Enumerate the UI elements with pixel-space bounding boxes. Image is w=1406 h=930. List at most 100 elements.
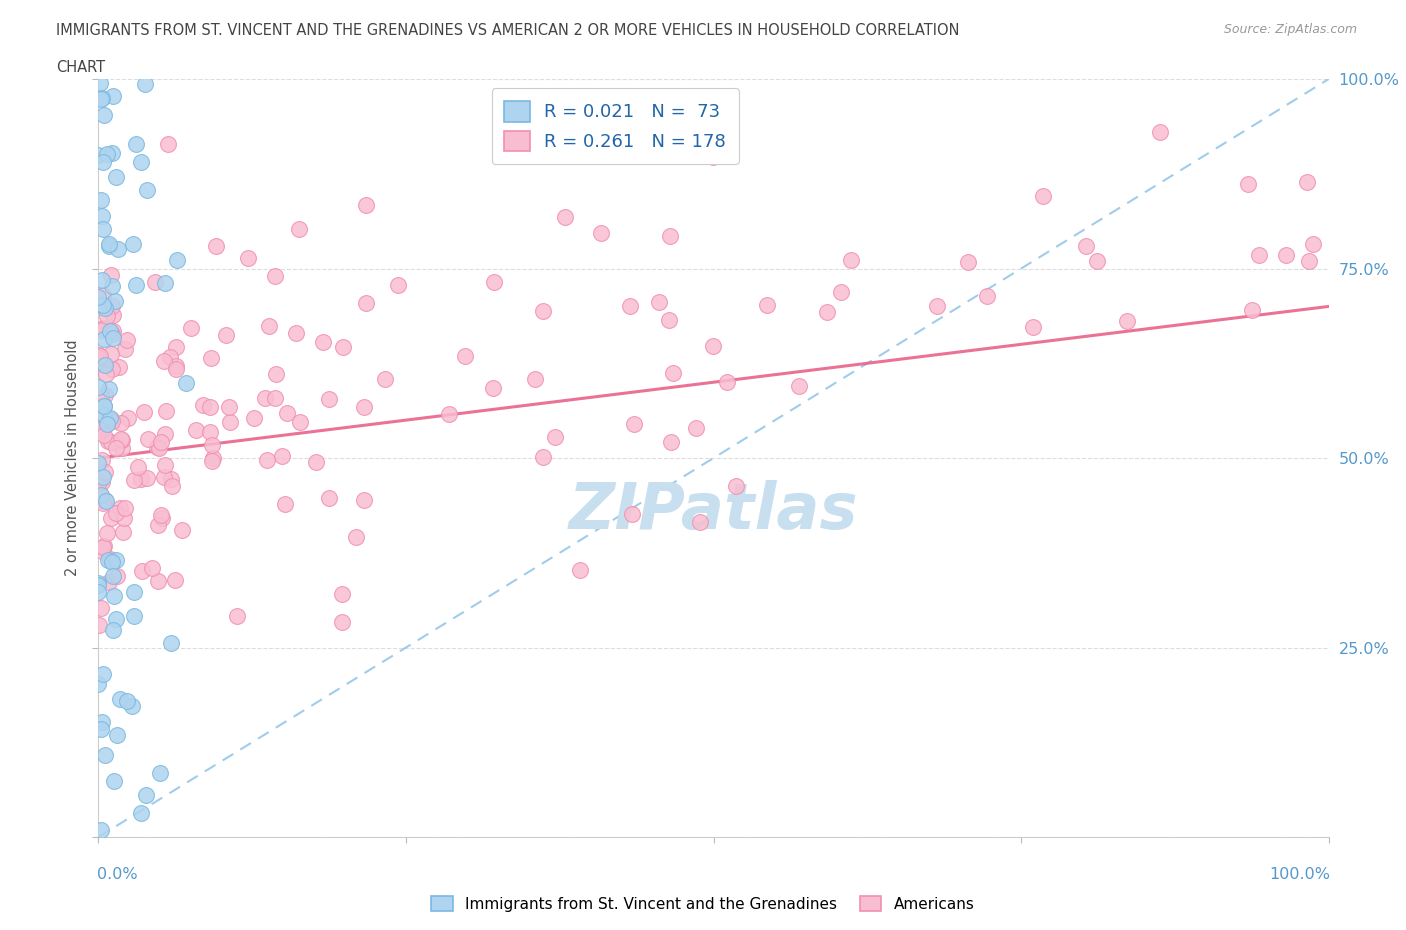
Point	[90, 193, 112, 207]
Point	[149, 765, 172, 780]
Point	[318, 392, 340, 406]
Text: Source: ZipAtlas.com: Source: ZipAtlas.com	[1223, 23, 1357, 36]
Text: IMMIGRANTS FROM ST. VINCENT AND THE GRENADINES VS AMERICAN 2 OR MORE VEHICLES IN: IMMIGRANTS FROM ST. VINCENT AND THE GREN…	[56, 23, 960, 38]
Point	[276, 405, 298, 420]
Point	[702, 150, 724, 165]
Point	[108, 500, 131, 515]
Point	[110, 416, 132, 431]
Point	[160, 636, 183, 651]
Point	[621, 506, 644, 521]
Point	[659, 228, 682, 243]
Point	[100, 146, 122, 161]
Point	[111, 525, 134, 539]
Point	[318, 491, 340, 506]
Point	[305, 455, 328, 470]
Point	[150, 511, 173, 525]
Point	[658, 312, 681, 327]
Point	[91, 540, 114, 555]
Point	[146, 439, 169, 454]
Point	[90, 722, 112, 737]
Point	[136, 432, 159, 446]
Point	[117, 410, 139, 425]
Point	[93, 427, 115, 442]
Point	[554, 209, 576, 224]
Point	[648, 294, 671, 309]
Point	[815, 305, 838, 320]
Point	[93, 331, 115, 346]
Point	[135, 788, 157, 803]
Point	[91, 496, 114, 511]
Point	[101, 362, 124, 377]
Point	[543, 430, 565, 445]
Point	[87, 379, 110, 394]
Point	[353, 492, 375, 507]
Point	[91, 91, 114, 106]
Point	[90, 822, 112, 837]
Point	[104, 506, 127, 521]
Point	[100, 299, 122, 313]
Point	[90, 92, 112, 107]
Point	[589, 226, 612, 241]
Point	[344, 529, 367, 544]
Point	[1032, 189, 1054, 204]
Point	[91, 154, 114, 169]
Point	[201, 454, 224, 469]
Point	[482, 274, 505, 289]
Y-axis label: 2 or more Vehicles in Household: 2 or more Vehicles in Household	[65, 339, 80, 577]
Point	[226, 609, 249, 624]
Point	[454, 348, 477, 363]
Point	[87, 290, 110, 305]
Point	[841, 252, 863, 267]
Point	[165, 572, 187, 587]
Point	[830, 285, 852, 299]
Point	[165, 359, 187, 374]
Point	[87, 351, 110, 365]
Point	[91, 417, 114, 432]
Point	[91, 222, 114, 237]
Point	[101, 554, 124, 569]
Point	[96, 309, 118, 324]
Point	[153, 275, 176, 290]
Point	[114, 341, 136, 356]
Point	[90, 487, 112, 502]
Point	[121, 698, 143, 713]
Point	[100, 434, 122, 449]
Point	[104, 552, 127, 567]
Point	[200, 351, 222, 365]
Point	[89, 486, 111, 501]
Point	[125, 277, 148, 292]
Point	[94, 300, 117, 315]
Point	[89, 474, 111, 489]
Point	[153, 427, 176, 442]
Point	[93, 666, 115, 681]
Point	[91, 320, 114, 335]
Point	[214, 327, 236, 342]
Point	[112, 511, 135, 525]
Point	[481, 380, 503, 395]
Point	[1298, 253, 1320, 268]
Point	[87, 456, 110, 471]
Point	[170, 523, 193, 538]
Point	[105, 728, 128, 743]
Point	[100, 412, 122, 427]
Point	[787, 379, 810, 393]
Point	[166, 252, 188, 267]
Point	[523, 371, 546, 386]
Point	[198, 399, 221, 414]
Point	[115, 332, 138, 347]
Point	[236, 251, 259, 266]
Point	[159, 350, 181, 365]
Point	[114, 501, 136, 516]
Point	[104, 612, 127, 627]
Point	[91, 543, 114, 558]
Point	[87, 147, 110, 162]
Point	[132, 405, 155, 419]
Point	[205, 239, 228, 254]
Point	[353, 400, 375, 415]
Point	[174, 376, 197, 391]
Point	[330, 586, 353, 601]
Point	[1236, 177, 1258, 192]
Point	[110, 432, 132, 447]
Point	[90, 601, 112, 616]
Point	[100, 268, 122, 283]
